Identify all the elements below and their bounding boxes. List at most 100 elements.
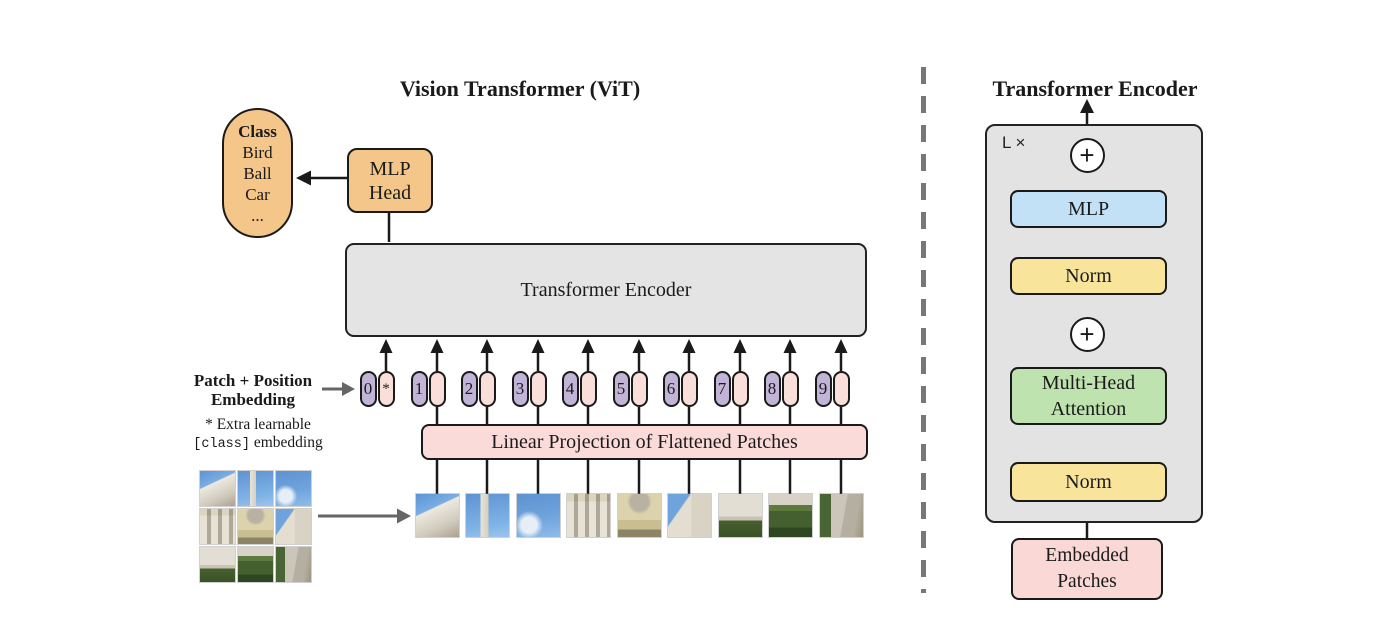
image-to-patches-arrowhead bbox=[397, 508, 411, 524]
linear-projection-box: Linear Projection of Flattened Patches bbox=[421, 424, 868, 460]
encoder-output-arrowhead bbox=[1080, 99, 1094, 113]
patch-embedding-pill: * bbox=[377, 371, 395, 407]
patch-embedding-pill bbox=[478, 371, 496, 407]
embedding-token-5: 5 bbox=[612, 371, 648, 407]
street-tree-patch bbox=[819, 494, 863, 537]
palace-dome-patch bbox=[617, 494, 661, 537]
embedding-token-0: 0 * bbox=[359, 371, 395, 407]
patch-position-line2: Embedding bbox=[210, 390, 296, 409]
arrowhead bbox=[733, 339, 747, 353]
norm-top-label: Norm bbox=[1065, 264, 1112, 287]
mlp-head-line1: MLP bbox=[369, 157, 411, 180]
embedding-label-arrowhead bbox=[342, 382, 355, 396]
position-pill: 2 bbox=[460, 371, 478, 407]
class-token-footnote: * Extra learnable [class] embedding bbox=[183, 416, 333, 454]
input-image-grid bbox=[200, 471, 311, 582]
patch-embedding-pill bbox=[680, 371, 698, 407]
embedded-patches-box: Embedded Patches bbox=[1011, 538, 1163, 600]
position-pill: 4 bbox=[561, 371, 579, 407]
class-item: Ball bbox=[243, 163, 272, 183]
grid-cell bbox=[238, 547, 273, 582]
class-output-pill: Class Bird Ball Car ... bbox=[222, 108, 293, 238]
facade-windows-patch bbox=[566, 494, 610, 537]
class-item: Car bbox=[245, 184, 270, 204]
panel-divider bbox=[921, 67, 926, 593]
multi-head-attention-box: Multi-Head Attention bbox=[1010, 367, 1167, 425]
right-title: Transformer Encoder bbox=[992, 76, 1198, 101]
grid-cell bbox=[276, 509, 311, 544]
position-pill: 9 bbox=[814, 371, 832, 407]
embedding-token-3: 3 bbox=[511, 371, 547, 407]
embedded-patches-line2: Patches bbox=[1057, 571, 1117, 592]
building-lawn-patch bbox=[718, 494, 762, 537]
patch-embedding-pill bbox=[781, 371, 799, 407]
patch-position-embedding-label: Patch + Position Embedding bbox=[178, 371, 328, 409]
class-item: Bird bbox=[242, 142, 273, 162]
mha-line1: Multi-Head bbox=[1041, 372, 1136, 394]
class-code-token: [class] bbox=[193, 437, 250, 452]
transformer-encoder-box: Transformer Encoder bbox=[345, 243, 867, 337]
facade-tower-patch bbox=[667, 494, 711, 537]
class-pill-header: Class bbox=[238, 121, 277, 141]
left-title: Vision Transformer (ViT) bbox=[399, 76, 641, 101]
arrowhead bbox=[581, 339, 595, 353]
footnote-line2-rest: embedding bbox=[249, 434, 323, 451]
garden-hedges-patch bbox=[768, 494, 812, 537]
embedding-token-4: 4 bbox=[561, 371, 597, 407]
arrowhead bbox=[783, 339, 797, 353]
embedding-token-7: 7 bbox=[713, 371, 749, 407]
mha-line2: Attention bbox=[1050, 398, 1127, 420]
token-to-encoder-lines bbox=[384, 351, 843, 371]
mlp-box: MLP bbox=[1010, 190, 1167, 228]
gray-arrows bbox=[318, 382, 411, 524]
arrowhead bbox=[834, 339, 848, 353]
patch-embedding-pill bbox=[731, 371, 749, 407]
position-pill: 6 bbox=[662, 371, 680, 407]
grid-cell bbox=[200, 509, 235, 544]
patch-embedding-pill bbox=[579, 371, 597, 407]
layers-count-label: L × bbox=[1002, 133, 1026, 152]
towers-sky-patch bbox=[465, 494, 509, 537]
norm-box-bottom: Norm bbox=[1010, 462, 1167, 502]
left-connectors bbox=[309, 176, 843, 496]
arrowhead bbox=[379, 339, 393, 353]
linear-projection-label: Linear Projection of Flattened Patches bbox=[491, 430, 798, 453]
embedding-token-2: 2 bbox=[460, 371, 496, 407]
embedding-token-6: 6 bbox=[662, 371, 698, 407]
mlp-head-line2: Head bbox=[368, 181, 412, 204]
transformer-encoder-label: Transformer Encoder bbox=[520, 278, 692, 301]
grid-cell bbox=[238, 471, 273, 506]
footnote-line2: [class] embedding bbox=[183, 434, 333, 454]
class-arrowhead bbox=[296, 170, 311, 186]
grid-cell bbox=[200, 547, 235, 582]
footnote-line1: * Extra learnable bbox=[205, 416, 311, 433]
position-pill: 3 bbox=[511, 371, 529, 407]
arrowhead bbox=[531, 339, 545, 353]
projection-to-token-lines bbox=[435, 407, 843, 424]
position-pill: 8 bbox=[763, 371, 781, 407]
position-pill: 1 bbox=[410, 371, 428, 407]
grid-cell bbox=[200, 471, 235, 506]
embedding-token-8: 8 bbox=[763, 371, 799, 407]
arrowhead bbox=[682, 339, 696, 353]
grid-cell bbox=[276, 471, 311, 506]
add-circle-top: + bbox=[1069, 137, 1105, 173]
class-item: ... bbox=[251, 205, 264, 225]
building-sky-patch bbox=[415, 494, 459, 537]
position-pill: 0 bbox=[359, 371, 377, 407]
patch-embedding-pill bbox=[832, 371, 850, 407]
patch-to-projection-lines bbox=[435, 460, 843, 496]
mlp-label: MLP bbox=[1067, 197, 1110, 220]
left-arrowheads bbox=[296, 170, 848, 353]
grid-cell bbox=[276, 547, 311, 582]
add-circle-bottom: + bbox=[1069, 316, 1105, 352]
embedding-token-1: 1 bbox=[410, 371, 446, 407]
position-pill: 5 bbox=[612, 371, 630, 407]
arrowhead bbox=[632, 339, 646, 353]
patch-embedding-pill bbox=[529, 371, 547, 407]
norm-bottom-label: Norm bbox=[1065, 470, 1112, 493]
mlp-head-box: MLP Head bbox=[347, 148, 433, 213]
patch-embedding-pill bbox=[428, 371, 446, 407]
patch-embedding-pill bbox=[630, 371, 648, 407]
